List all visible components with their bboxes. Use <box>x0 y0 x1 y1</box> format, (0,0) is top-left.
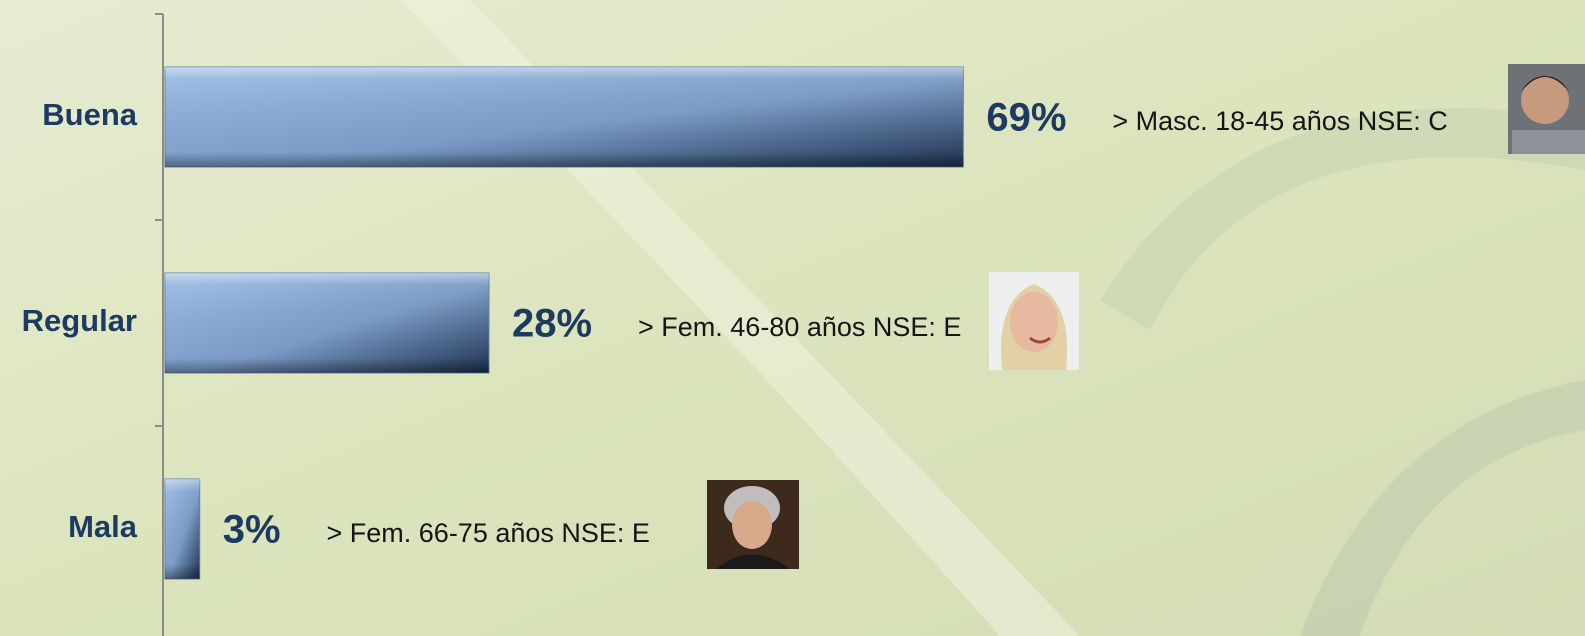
annotation: > Masc. 18-45 años NSE: C <box>1112 106 1447 136</box>
category-label: Buena <box>42 97 138 132</box>
category-label: Mala <box>68 509 138 544</box>
value-label: 28% <box>512 302 592 346</box>
bar-bevel <box>165 67 964 167</box>
annotation: > Fem. 46-80 años NSE: E <box>638 312 961 342</box>
background-swoosh <box>1300 380 1585 636</box>
value-label: 69% <box>986 96 1066 140</box>
bar-bevel <box>165 479 200 579</box>
category-label: Regular <box>22 303 137 338</box>
photo <box>707 480 799 569</box>
photo <box>1508 64 1585 154</box>
photo <box>989 272 1079 370</box>
value-label: 3% <box>223 508 281 552</box>
bar-bevel <box>165 273 489 373</box>
annotation: > Fem. 66-75 años NSE: E <box>327 518 650 548</box>
